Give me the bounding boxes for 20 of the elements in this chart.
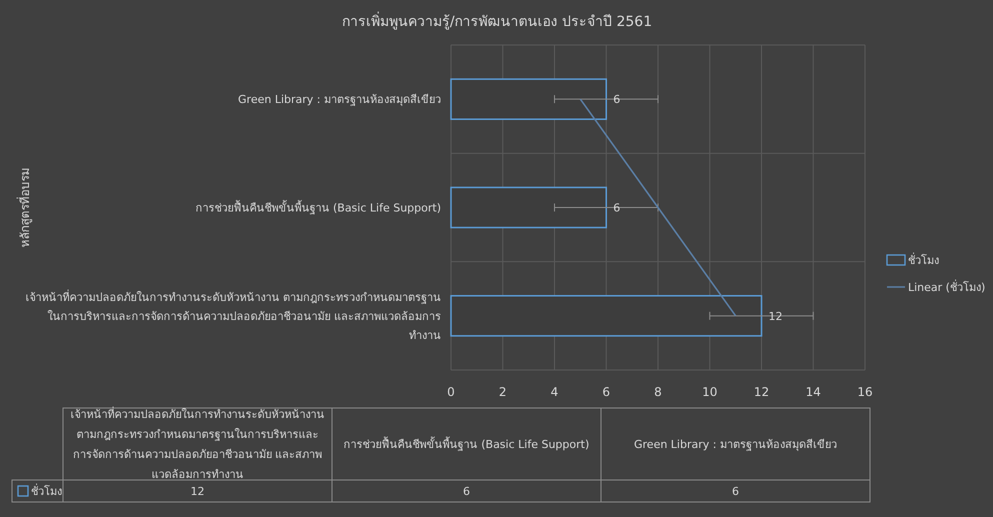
legend-label: ชั่วโมง	[908, 252, 939, 266]
x-tick-label: 2	[498, 385, 507, 399]
x-tick-label: 0	[447, 385, 455, 399]
x-tick-label: 4	[550, 385, 558, 399]
legend-label: Linear (ชั่วโมง)	[908, 278, 986, 294]
x-tick-label: 16	[857, 385, 873, 399]
x-tick-label: 6	[602, 385, 610, 399]
x-tick-label: 12	[754, 385, 770, 399]
y-tick-label: Green Library : มาตรฐานห้องสมุดสีเขียว	[238, 92, 441, 106]
chart-title: การเพิ่มพูนความรู้/การพัฒนาตนเอง ประจำปี 2561	[342, 12, 652, 30]
y-axis-title: หลักสูตรที่อบรม	[16, 168, 33, 248]
data-label: 6	[613, 92, 620, 106]
x-tick-label: 14	[806, 385, 821, 399]
data-label: 6	[613, 201, 620, 214]
y-tick-label: เจ้าหน้าที่ความปลอดภัยในการทำงานระดับหัวหน้างาน ตามกฎกระทรวงกำหนดมาตรฐานในการบริหารและการจัดการด้านความปลอดภัยอาชีวอนามัย และสภาพแวดล้อมการทำงาน	[26, 288, 441, 342]
data-label: 12	[768, 309, 782, 322]
y-tick-label: การช่วยฟื้นคืนชีพขั้นพื้นฐาน (Basic Life Support)	[195, 199, 441, 214]
data-table: เจ้าหน้าที่ความปลอดภัยในการทำงานระดับหัวหน้างาน ตามกฎกระทรวงกำหนดมาตรฐานในการบริหารและการจัดการด้านความปลอดภัยอาชีวอนามัย และสภาพแวดล้อมการทำงาน การช่วยฟื้นคืนชีพขั้นพื้นฐาน (Basic Life Support) Green Library : มาตรฐานห้องสมุดสีเขียว ชั่วโมง 12 6 6	[12, 408, 870, 502]
x-tick-label: 8	[654, 385, 662, 399]
x-tick-label: 10	[702, 385, 718, 399]
